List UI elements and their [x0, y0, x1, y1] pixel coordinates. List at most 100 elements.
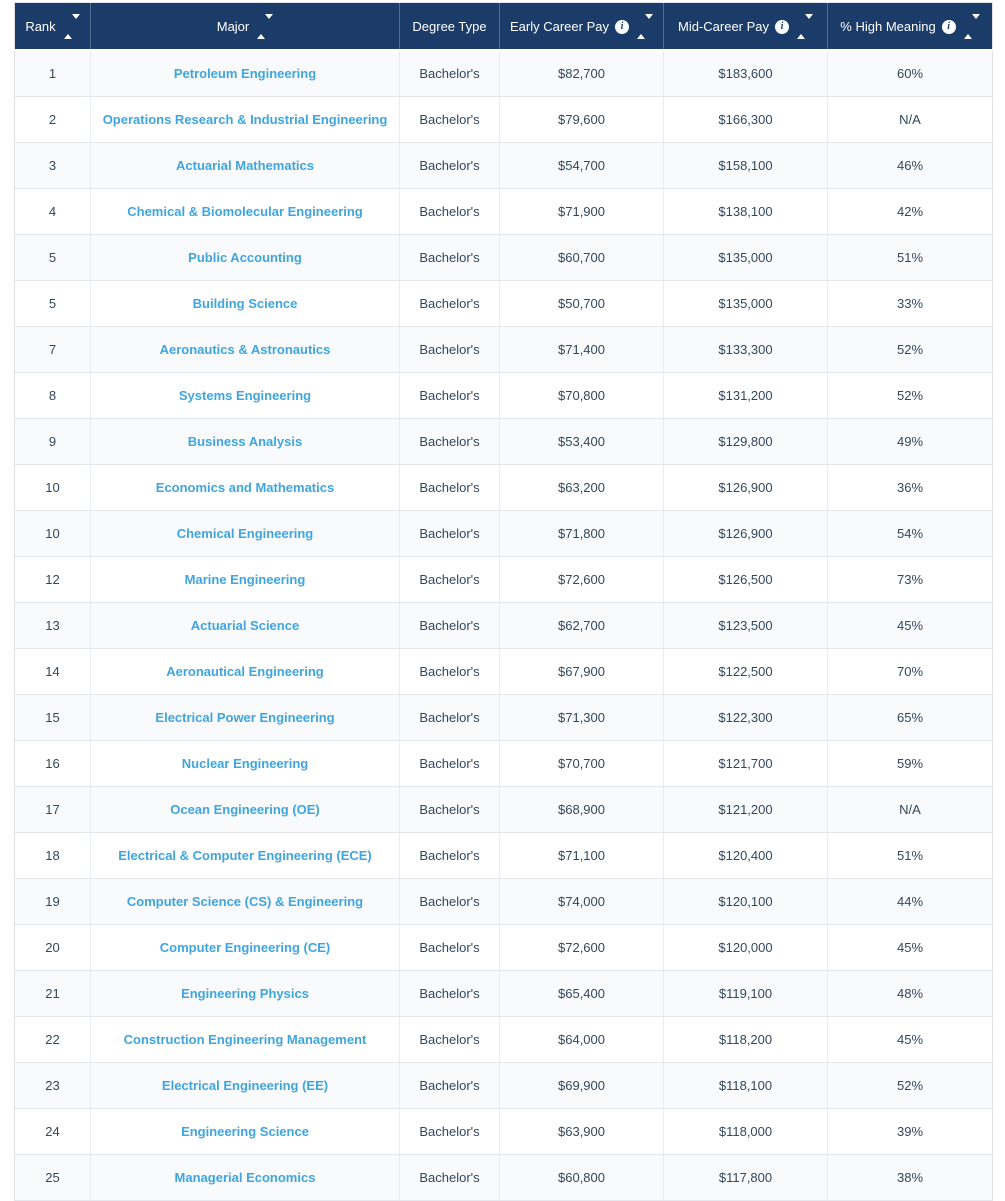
table-row: 5 Public Accounting Bachelor's $60,700 $135,…: [14, 234, 993, 281]
cell-early: $67,900: [499, 648, 664, 695]
table-row: 2 Operations Research & Industrial Engine…: [14, 96, 993, 143]
cell-mid: $119,100: [663, 970, 828, 1017]
cell-mid: $126,500: [663, 556, 828, 603]
cell-major: Ocean Engineering (OE): [90, 786, 400, 833]
column-header-early[interactable]: Early Career Pay i: [499, 2, 664, 51]
table-row: 9 Business Analysis Bachelor's $53,400 $129,…: [14, 418, 993, 465]
major-link[interactable]: Systems Engineering: [178, 388, 312, 403]
cell-rank: 10: [14, 464, 91, 511]
column-label-meaning: % High Meaning: [840, 19, 936, 35]
major-link[interactable]: Chemical Engineering: [176, 526, 314, 541]
table-row: 23 Electrical Engineering (EE) Bachelor's $…: [14, 1062, 993, 1109]
info-icon[interactable]: i: [614, 19, 629, 34]
cell-mid: $126,900: [663, 510, 828, 557]
major-link[interactable]: Construction Engineering Management: [123, 1032, 367, 1047]
major-link[interactable]: Engineering Science: [181, 1124, 309, 1139]
cell-mid: $131,200: [663, 372, 828, 419]
cell-major: Electrical Power Engineering: [90, 694, 400, 741]
column-header-mid[interactable]: Mid-Career Pay i: [663, 2, 828, 51]
column-header-meaning[interactable]: % High Meaning i: [827, 2, 993, 51]
cell-mid: $118,000: [663, 1108, 828, 1155]
cell-rank: 5: [14, 280, 91, 327]
cell-degree: Bachelor's: [399, 280, 500, 327]
cell-rank: 18: [14, 832, 91, 879]
table-row: 16 Nuclear Engineering Bachelor's $70,700 $1…: [14, 740, 993, 787]
major-link[interactable]: Electrical & Computer Engineering (ECE): [118, 848, 372, 863]
major-link[interactable]: Managerial Economics: [174, 1170, 316, 1185]
major-link[interactable]: Building Science: [192, 296, 298, 311]
cell-meaning: 70%: [827, 648, 993, 695]
column-label-degree: Degree Type: [412, 19, 487, 35]
table-row: 13 Actuarial Science Bachelor's $62,700 $123…: [14, 602, 993, 649]
info-icon[interactable]: i: [775, 19, 790, 34]
majors-salary-table: Rank Major Degree Type Early Career Pay i Mid…: [14, 2, 993, 1201]
major-link[interactable]: Actuarial Mathematics: [176, 158, 314, 173]
cell-rank: 1: [14, 50, 91, 97]
cell-early: $74,000: [499, 878, 664, 925]
cell-major: Managerial Economics: [90, 1154, 400, 1201]
major-link[interactable]: Economics and Mathematics: [155, 480, 335, 495]
cell-degree: Bachelor's: [399, 372, 500, 419]
cell-mid: $120,000: [663, 924, 828, 971]
major-link[interactable]: Engineering Physics: [181, 986, 309, 1001]
major-link[interactable]: Nuclear Engineering: [181, 756, 309, 771]
sort-down-icon: [71, 14, 80, 35]
column-header-major[interactable]: Major: [90, 2, 400, 51]
cell-degree: Bachelor's: [399, 924, 500, 971]
column-header-rank[interactable]: Rank: [14, 2, 91, 51]
cell-rank: 15: [14, 694, 91, 741]
table-row: 7 Aeronautics & Astronautics Bachelor's $71…: [14, 326, 993, 373]
table-row: 10 Chemical Engineering Bachelor's $71,800 $…: [14, 510, 993, 557]
cell-mid: $135,000: [663, 280, 828, 327]
cell-major: Operations Research & Industrial Enginee…: [90, 96, 400, 143]
cell-mid: $121,700: [663, 740, 828, 787]
cell-meaning: 39%: [827, 1108, 993, 1155]
cell-meaning: 59%: [827, 740, 993, 787]
table-row: 10 Economics and Mathematics Bachelor's $63…: [14, 464, 993, 511]
sort-down-icon: [971, 14, 980, 35]
major-link[interactable]: Aeronautical Engineering: [166, 664, 324, 679]
cell-rank: 16: [14, 740, 91, 787]
cell-early: $69,900: [499, 1062, 664, 1109]
cell-early: $71,400: [499, 326, 664, 373]
cell-early: $50,700: [499, 280, 664, 327]
cell-rank: 5: [14, 234, 91, 281]
cell-mid: $122,300: [663, 694, 828, 741]
table-body: 1 Petroleum Engineering Bachelor's $82,700 $…: [14, 50, 993, 1201]
major-link[interactable]: Computer Engineering (CE): [159, 940, 331, 955]
sort-up-icon: [63, 19, 72, 40]
cell-mid: $129,800: [663, 418, 828, 465]
cell-major: Petroleum Engineering: [90, 50, 400, 97]
major-link[interactable]: Operations Research & Industrial Enginee…: [102, 112, 388, 127]
major-link[interactable]: Business Analysis: [187, 434, 303, 449]
major-link[interactable]: Computer Science (CS) & Engineering: [126, 894, 364, 909]
sort-arrows-icon: [963, 14, 980, 40]
major-link[interactable]: Actuarial Science: [190, 618, 300, 633]
major-link[interactable]: Public Accounting: [188, 250, 302, 265]
cell-early: $72,600: [499, 924, 664, 971]
major-link[interactable]: Electrical Engineering (EE): [161, 1078, 329, 1093]
cell-degree: Bachelor's: [399, 1108, 500, 1155]
cell-major: Electrical & Computer Engineering (ECE): [90, 832, 400, 879]
cell-early: $60,700: [499, 234, 664, 281]
cell-major: Aeronautics & Astronautics: [90, 326, 400, 373]
table-row: 17 Ocean Engineering (OE) Bachelor's $68,90…: [14, 786, 993, 833]
cell-degree: Bachelor's: [399, 96, 500, 143]
major-link[interactable]: Chemical & Biomolecular Engineering: [127, 204, 363, 219]
major-link[interactable]: Aeronautics & Astronautics: [159, 342, 331, 357]
cell-rank: 3: [14, 142, 91, 189]
cell-early: $64,000: [499, 1016, 664, 1063]
cell-major: Engineering Science: [90, 1108, 400, 1155]
cell-meaning: 48%: [827, 970, 993, 1017]
major-link[interactable]: Electrical Power Engineering: [155, 710, 335, 725]
cell-meaning: 33%: [827, 280, 993, 327]
major-link[interactable]: Ocean Engineering (OE): [170, 802, 320, 817]
cell-mid: $117,800: [663, 1154, 828, 1201]
major-link[interactable]: Marine Engineering: [184, 572, 306, 587]
cell-mid: $123,500: [663, 602, 828, 649]
major-link[interactable]: Petroleum Engineering: [173, 66, 317, 81]
info-icon[interactable]: i: [941, 19, 956, 34]
cell-mid: $183,600: [663, 50, 828, 97]
table-row: 12 Marine Engineering Bachelor's $72,600 $12…: [14, 556, 993, 603]
cell-early: $79,600: [499, 96, 664, 143]
